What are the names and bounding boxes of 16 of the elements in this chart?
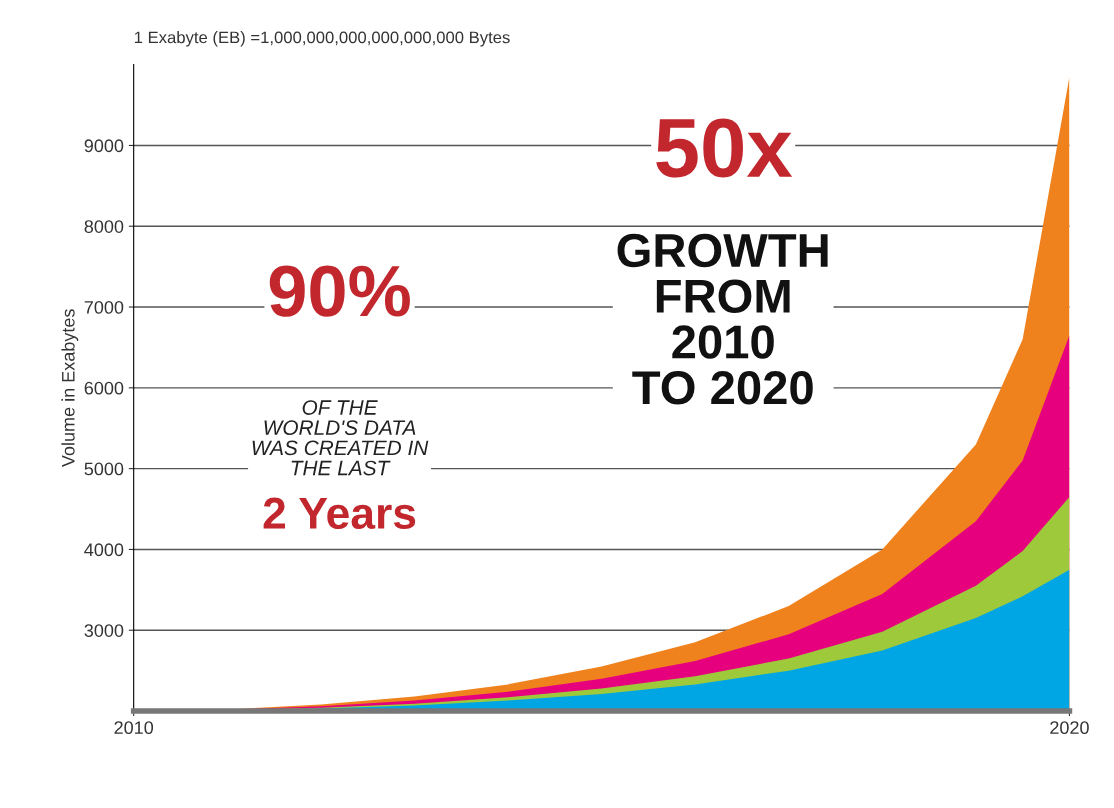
x-tick-label: 2010: [114, 721, 154, 735]
annotation: GROWTH FROM 2010 TO 2020: [617, 233, 828, 405]
annotation: OF THE WORLD'S DATA WAS CREATED IN THE LAST: [252, 400, 429, 476]
y-tick-label: 7000: [84, 300, 124, 314]
annotation: 2 Years: [263, 497, 416, 530]
annotation: 50x: [656, 118, 793, 178]
x-tick-label: 2020: [1050, 721, 1089, 735]
y-tick-label: 5000: [84, 462, 124, 476]
text: 1 Exabyte (EB) =1,000,000,000,000,000,000 Bytes: [134, 31, 510, 47]
y-tick-label: 9000: [84, 139, 124, 153]
annotation: 90%: [269, 265, 410, 317]
y-axis-title: Volume in Exabytes: [61, 309, 79, 468]
y-tick-label: 3000: [84, 624, 124, 637]
y-tick-label: 8000: [84, 220, 124, 233]
y-tick-label: 4000: [84, 543, 124, 557]
y-tick-label: 6000: [84, 381, 124, 395]
